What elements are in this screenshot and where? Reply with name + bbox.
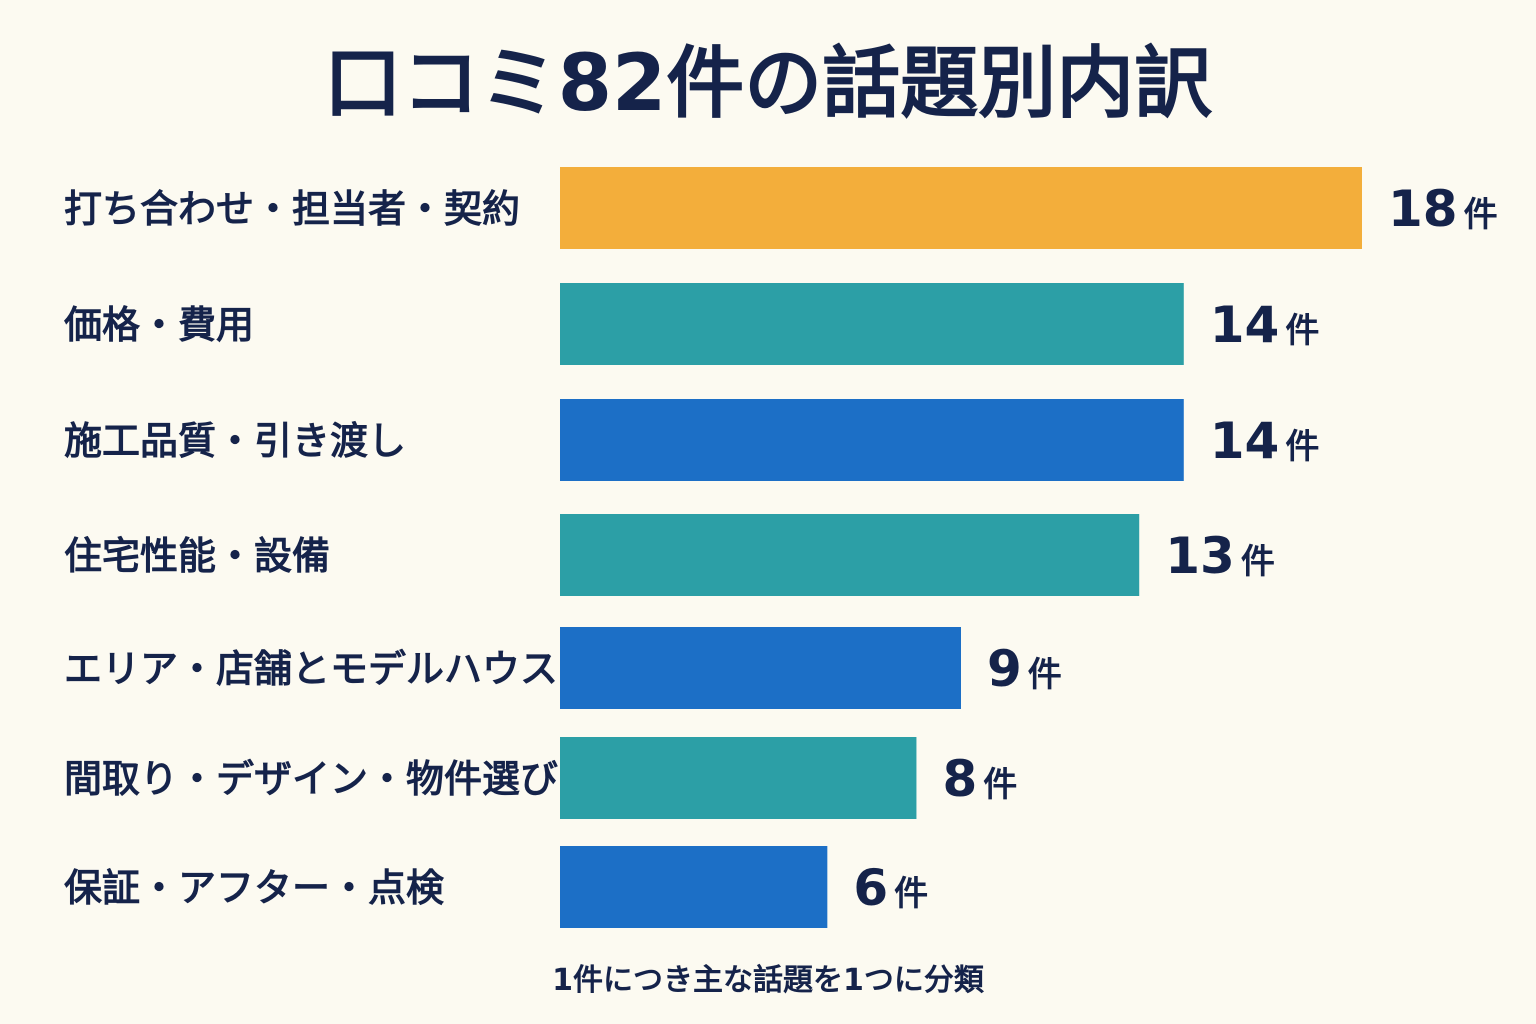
bar [560,283,1184,365]
value-number: 14 [1210,296,1280,354]
bar [560,846,828,928]
value-unit: 件 [1028,655,1062,695]
category-label: 保証・アフター・点検 [64,866,445,910]
bar [560,167,1362,249]
category-label: 打ち合わせ・担当者・契約 [64,187,520,231]
bar [560,399,1184,481]
bar [560,514,1140,596]
chart-footnote: 1件につき主な話題を1つに分類 [552,963,985,998]
value-unit: 件 [1285,311,1319,351]
category-label: 住宅性能・設備 [64,534,330,578]
value-unit: 件 [983,765,1017,805]
value-unit: 件 [1464,195,1498,235]
value-number: 9 [987,640,1022,698]
value-unit: 件 [1285,427,1319,467]
value-unit: 件 [894,874,928,914]
value-number: 6 [853,859,888,917]
category-label: 価格・費用 [63,303,254,347]
value-number: 13 [1165,527,1235,585]
value-label: 14 件 [1210,296,1320,354]
category-label: 間取り・デザイン・物件選び [64,757,558,801]
value-label: 14 件 [1210,412,1320,470]
category-label: 施工品質・引き渡し [64,419,406,463]
value-number: 8 [942,750,977,808]
value-label: 18 件 [1388,180,1498,238]
value-number: 18 [1388,180,1458,238]
value-unit: 件 [1241,542,1275,582]
value-label: 13 件 [1165,527,1275,585]
bar [560,627,961,709]
category-label: エリア・店舗とモデルハウス [64,647,558,691]
value-number: 14 [1210,412,1280,470]
bar [560,737,917,819]
chart-title: 口コミ82件の話題別内訳 [324,39,1214,129]
